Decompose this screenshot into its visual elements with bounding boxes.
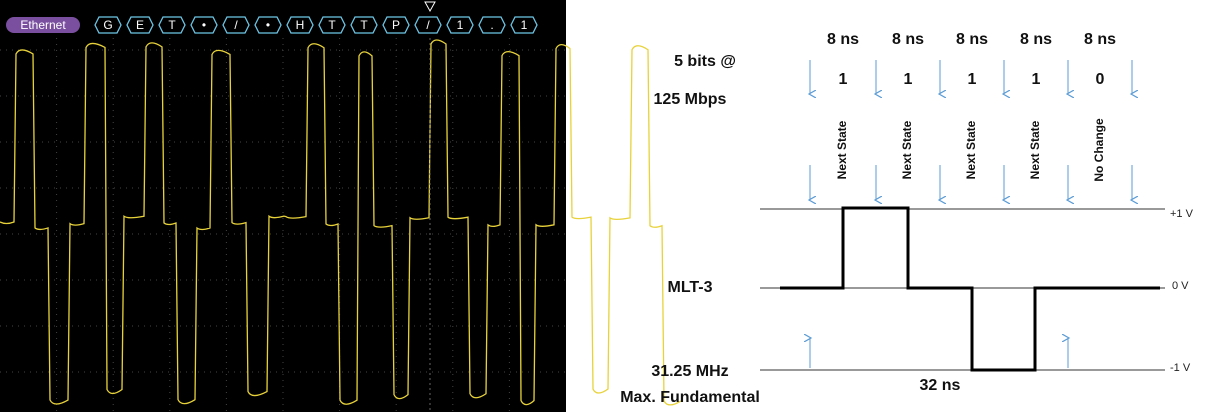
state-label: Next State (835, 120, 849, 179)
bit-time: 8 ns (827, 31, 859, 48)
mlt3-diagram: 5 bits @ 125 Mbps +1 V 0 V -1 V MLT-3 31… (620, 31, 1193, 406)
level-label: +1 V (1170, 208, 1194, 220)
bit-value: 1 (839, 71, 848, 88)
page: Ethernet GET•/•HTTP/1.1 5 bits @ 125 Mbp… (0, 0, 1221, 412)
protocol-label: Ethernet (20, 18, 66, 32)
decode-char: E (136, 18, 144, 32)
period-label: 32 ns (920, 377, 961, 394)
bit-time: 8 ns (956, 31, 988, 48)
bit-value: 1 (1032, 71, 1041, 88)
bit-value: 1 (904, 71, 913, 88)
decode-char: T (360, 18, 368, 32)
state-label: Next State (1028, 120, 1042, 179)
rate-label: 125 Mbps (654, 91, 727, 108)
state-label: Next State (900, 120, 914, 179)
decode-char: • (266, 18, 270, 32)
level-label: 0 V (1172, 280, 1189, 292)
freq-label: Max. Fundamental (620, 389, 760, 406)
decode-char: 1 (457, 18, 464, 32)
bit-value: 0 (1096, 71, 1105, 88)
decode-char: G (103, 18, 112, 32)
decode-char: T (168, 18, 176, 32)
state-label: Next State (964, 120, 978, 179)
decode-char: • (202, 18, 206, 32)
decode-char: . (490, 18, 493, 32)
bit-time: 8 ns (1084, 31, 1116, 48)
state-label: No Change (1092, 118, 1106, 182)
bit-time: 8 ns (892, 31, 924, 48)
mlt3-signal (780, 208, 1160, 370)
rate-label: 5 bits @ (674, 53, 736, 70)
decode-char: T (328, 18, 336, 32)
decode-char: H (296, 18, 305, 32)
decode-char: P (392, 18, 400, 32)
bit-time: 8 ns (1020, 31, 1052, 48)
freq-label: 31.25 MHz (651, 363, 728, 380)
bit-value: 1 (968, 71, 977, 88)
decode-char: 1 (521, 18, 528, 32)
level-label: -1 V (1170, 362, 1191, 374)
signal-label: MLT-3 (667, 279, 712, 296)
